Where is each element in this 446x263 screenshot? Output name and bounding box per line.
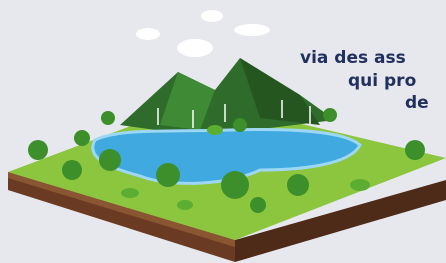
cloud [234, 24, 270, 36]
cloud [136, 28, 160, 40]
text-line: qui pro [348, 71, 416, 91]
text-line: de [405, 93, 429, 113]
cloud [177, 39, 213, 57]
cloud [201, 10, 223, 22]
illustration: via des ass qui pro de [0, 0, 446, 263]
page: via des ass qui pro de (() => { const da… [0, 0, 446, 263]
text-line: via des ass [300, 48, 406, 68]
